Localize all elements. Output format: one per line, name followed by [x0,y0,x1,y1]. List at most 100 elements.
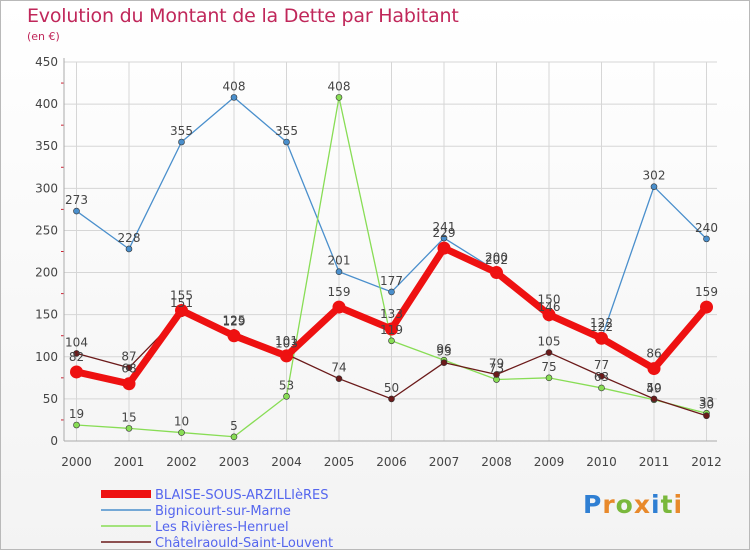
data-label: 122 [590,316,613,330]
data-label: 82 [69,350,84,364]
x-tick-label: 2001 [114,455,145,469]
data-label: 87 [121,350,136,364]
data-label: 50 [384,381,399,395]
data-point [650,183,658,190]
x-tick-label: 2011 [639,455,670,469]
data-label: 200 [485,251,508,265]
data-label: 75 [541,360,556,374]
data-point [178,138,185,146]
data-label: 77 [594,358,609,372]
y-tick-label: 50 [43,392,58,406]
data-label: 105 [538,335,561,349]
data-label: 86 [646,347,661,361]
data-point [703,235,710,243]
data-label: 129 [223,314,246,328]
data-label: 74 [331,361,346,375]
data-point [332,300,346,314]
data-label: 68 [121,362,136,376]
data-label: 50 [646,381,661,395]
y-tick-label: 450 [35,55,58,69]
data-label: 96 [436,342,451,356]
data-point [73,421,80,429]
data-label: 93 [436,345,451,359]
data-label: 155 [170,288,193,302]
data-point [335,268,343,276]
data-label: 408 [328,79,351,93]
x-tick-label: 2003 [219,455,250,469]
data-point [493,371,500,378]
data-label: 33 [699,395,714,409]
data-label: 104 [65,335,88,349]
data-point [227,329,241,343]
data-point [598,372,605,380]
y-tick-label: 100 [35,350,58,364]
y-tick-label: 200 [35,266,58,280]
data-point [647,362,661,376]
series-2 [73,94,710,441]
legend-label: Les Rivières-Henruel [155,520,289,535]
data-point [335,94,343,101]
data-point [125,245,133,253]
legend-label: BLAISE-SOUS-ARZILLIèRES [155,488,328,503]
data-point [388,288,395,296]
x-tick-label: 2012 [691,455,722,469]
data-point [437,241,451,255]
data-point [545,374,553,382]
data-point [388,395,395,403]
data-label: 63 [594,370,609,384]
data-point [440,234,448,242]
data-label: 302 [643,169,666,183]
data-point [595,331,608,345]
data-label: 355 [170,124,193,138]
data-point [230,433,238,441]
data-label: 5 [230,419,238,433]
data-point [335,375,343,382]
data-point [283,393,290,400]
data-point [542,308,556,322]
x-tick-label: 2008 [481,455,512,469]
data-label: 150 [538,293,561,307]
data-label: 125 [223,314,246,328]
chart-title: Evolution du Montant de la Dette par Hab… [27,5,459,27]
data-label: 15 [121,410,136,424]
x-tick-label: 2010 [586,455,617,469]
data-point [490,266,503,280]
legend-label: Châtelraould-Saint-Louvent [155,536,333,549]
data-point [280,349,293,363]
data-label: 240 [695,221,718,235]
data-label: 79 [489,356,504,370]
x-tick-label: 2007 [429,455,460,469]
data-point [545,349,553,356]
x-tick-label: 2002 [166,455,197,469]
data-point [440,359,448,366]
data-point [70,365,83,379]
data-point [650,395,658,403]
data-point [388,337,395,345]
data-label: 19 [69,407,84,421]
data-label: 159 [328,285,351,299]
x-tick-label: 2006 [376,455,407,469]
y-tick-label: 350 [35,139,58,153]
data-point [598,384,605,392]
data-label: 146 [538,300,561,314]
data-point [230,94,238,101]
data-label: 201 [328,254,351,268]
y-tick-label: 300 [35,181,58,195]
x-tick-label: 2004 [271,455,302,469]
y-tick-label: 0 [50,434,58,448]
series-0 [70,241,713,391]
y-tick-label: 250 [35,223,58,237]
x-tick-label: 2000 [61,455,92,469]
x-tick-label: 2005 [324,455,355,469]
data-label: 151 [170,296,193,310]
data-label: 119 [380,323,403,337]
x-tick-label: 2009 [534,455,565,469]
data-label: 10 [174,415,189,429]
data-label: 177 [380,274,403,288]
data-point [283,138,290,146]
data-point [73,207,80,215]
data-point [700,300,713,314]
data-point [73,350,80,357]
